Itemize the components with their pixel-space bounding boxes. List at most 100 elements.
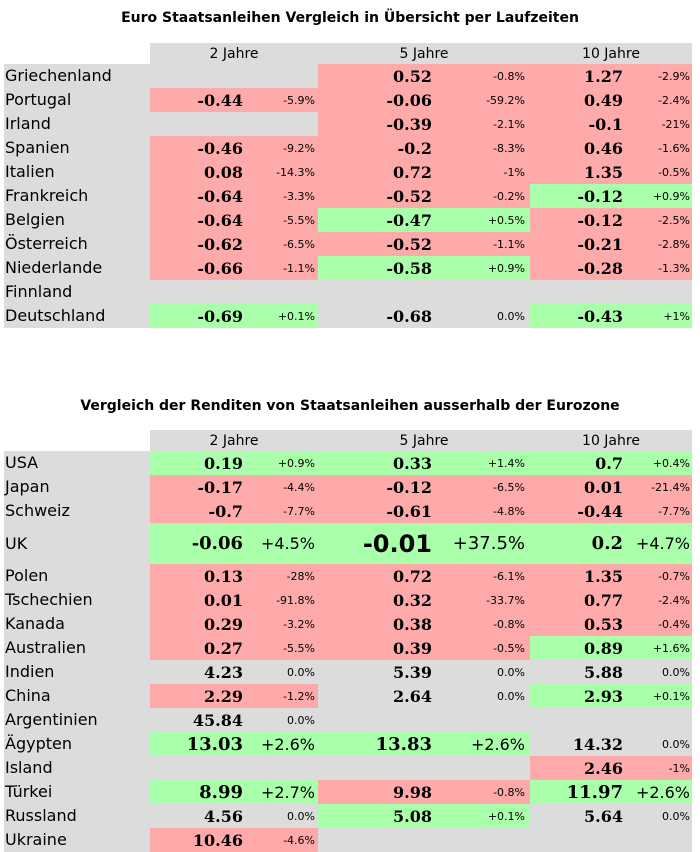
yield-value: 2.46 xyxy=(584,758,623,778)
change-percent: -3.3% xyxy=(283,189,315,203)
yield-value: -0.39 xyxy=(386,114,432,134)
country-label: Island xyxy=(5,758,53,777)
yield-value: -0.64 xyxy=(197,210,243,230)
change-percent: -6.5% xyxy=(493,480,525,494)
table-row: Griechenland 0.52 -0.8% 1.27 -2.9% xyxy=(4,64,692,88)
column-header: 2 Jahre xyxy=(150,430,318,451)
change-percent: 0.0% xyxy=(662,737,690,751)
yield-cell: 5.64 0.0% xyxy=(530,804,692,828)
change-percent: +2.6% xyxy=(260,734,315,754)
country-label: Finnland xyxy=(5,282,73,301)
table-row: Argentinien 45.84 0.0% xyxy=(4,708,692,732)
yield-value: 0.53 xyxy=(584,614,623,634)
change-percent: -1.1% xyxy=(283,261,315,275)
yield-value: 0.49 xyxy=(584,90,623,110)
yield-cell: -0.61 -4.8% xyxy=(318,499,530,523)
change-percent: -0.8% xyxy=(493,69,525,83)
yield-cell: 0.32 -33.7% xyxy=(318,588,530,612)
change-percent: -14.3% xyxy=(276,165,315,179)
country-label: China xyxy=(5,686,51,705)
country-label: Deutschland xyxy=(5,306,106,325)
change-percent: -5.5% xyxy=(283,641,315,655)
yield-cell: -0.17 -4.4% xyxy=(150,475,318,499)
yield-cell: 2.64 0.0% xyxy=(318,684,530,708)
table-row: Russland 4.56 0.0% 5.08 +0.1% 5.64 0.0% xyxy=(4,804,692,828)
yield-cell: -0.7 -7.7% xyxy=(150,499,318,523)
yield-value: 0.89 xyxy=(584,638,623,658)
change-percent: -1% xyxy=(668,761,690,775)
table-row: Island 2.46 -1% xyxy=(4,756,692,780)
yield-value: 0.52 xyxy=(393,66,432,86)
yield-value: -0.64 xyxy=(197,186,243,206)
yield-value: 13.83 xyxy=(375,733,432,755)
yield-cell: -0.62 -6.5% xyxy=(150,232,318,256)
change-percent: -7.7% xyxy=(283,504,315,518)
change-percent: -2.4% xyxy=(658,93,690,107)
yield-cell: 0.38 -0.8% xyxy=(318,612,530,636)
yield-value: 0.72 xyxy=(393,162,432,182)
country-label: Italien xyxy=(5,162,55,181)
table-row: Italien 0.08 -14.3% 0.72 -1% 1.35 -0.5% xyxy=(4,160,692,184)
yield-value: -0.61 xyxy=(386,501,432,521)
yield-value: -0.44 xyxy=(197,90,243,110)
yield-cell: 0.13 -28% xyxy=(150,564,318,588)
yield-value: -0.52 xyxy=(386,186,432,206)
yield-cell: -0.06 +4.5% xyxy=(150,523,318,564)
country-label: UK xyxy=(5,533,28,553)
header-blank xyxy=(4,43,150,64)
change-percent: -0.8% xyxy=(493,617,525,631)
yield-cell: 4.56 0.0% xyxy=(150,804,318,828)
table-row: UK -0.06 +4.5% -0.01 +37.5% 0.2 +4.7% xyxy=(4,523,692,564)
country-label: Portugal xyxy=(5,90,72,109)
change-percent: +2.6% xyxy=(470,734,525,754)
yield-value: -0.66 xyxy=(197,258,243,278)
table-row: Polen 0.13 -28% 0.72 -6.1% 1.35 -0.7% xyxy=(4,564,692,588)
yield-value: -0.7 xyxy=(208,501,243,521)
yield-cell: -0.44 -5.9% xyxy=(150,88,318,112)
yield-value: 1.35 xyxy=(584,162,623,182)
yield-value: -0.12 xyxy=(577,210,623,230)
change-percent: 0.0% xyxy=(497,689,525,703)
yield-cell: 0.01 -91.8% xyxy=(150,588,318,612)
country-label: Spanien xyxy=(5,138,70,157)
yield-value: 0.39 xyxy=(393,638,432,658)
change-percent: -3.2% xyxy=(283,617,315,631)
change-percent: -7.7% xyxy=(658,504,690,518)
yield-cell: 1.35 -0.5% xyxy=(530,160,692,184)
change-percent: -6.1% xyxy=(493,569,525,583)
change-percent: -4.4% xyxy=(283,480,315,494)
yield-cell: -0.06 -59.2% xyxy=(318,88,530,112)
yield-cell: 13.83 +2.6% xyxy=(318,732,530,756)
change-percent: +0.9% xyxy=(487,261,525,275)
change-percent: +2.6% xyxy=(635,782,690,802)
yield-value: -0.12 xyxy=(386,477,432,497)
yield-value: -0.46 xyxy=(197,138,243,158)
table-row: Finnland xyxy=(4,280,692,304)
yield-cell: 0.7 +0.4% xyxy=(530,451,692,475)
change-percent: -1.2% xyxy=(283,689,315,703)
yield-cell: -0.52 -0.2% xyxy=(318,184,530,208)
yield-value: 0.7 xyxy=(595,453,623,473)
yield-cell: 0.72 -1% xyxy=(318,160,530,184)
yield-cell: 5.88 0.0% xyxy=(530,660,692,684)
table-row: Frankreich -0.64 -3.3% -0.52 -0.2% -0.12… xyxy=(4,184,692,208)
yield-cell: -0.66 -1.1% xyxy=(150,256,318,280)
yield-value: -0.01 xyxy=(362,529,432,558)
country-label: Tschechien xyxy=(5,590,93,609)
country-label: Russland xyxy=(5,806,77,825)
change-percent: -21.4% xyxy=(651,480,690,494)
yield-value: 2.64 xyxy=(393,686,432,706)
yield-value: 0.29 xyxy=(204,614,243,634)
yield-cell xyxy=(318,756,530,780)
country-label: Irland xyxy=(5,114,51,133)
yield-cell xyxy=(150,280,318,304)
yield-value: 0.01 xyxy=(204,590,243,610)
yield-cell xyxy=(150,64,318,88)
change-percent: -0.5% xyxy=(493,641,525,655)
yield-cell: 0.53 -0.4% xyxy=(530,612,692,636)
country-label: Kanada xyxy=(5,614,65,633)
yield-cell: 0.46 -1.6% xyxy=(530,136,692,160)
yield-value: 0.46 xyxy=(584,138,623,158)
table-row: Tschechien 0.01 -91.8% 0.32 -33.7% 0.77 … xyxy=(4,588,692,612)
table-row: Australien 0.27 -5.5% 0.39 -0.5% 0.89 +1… xyxy=(4,636,692,660)
